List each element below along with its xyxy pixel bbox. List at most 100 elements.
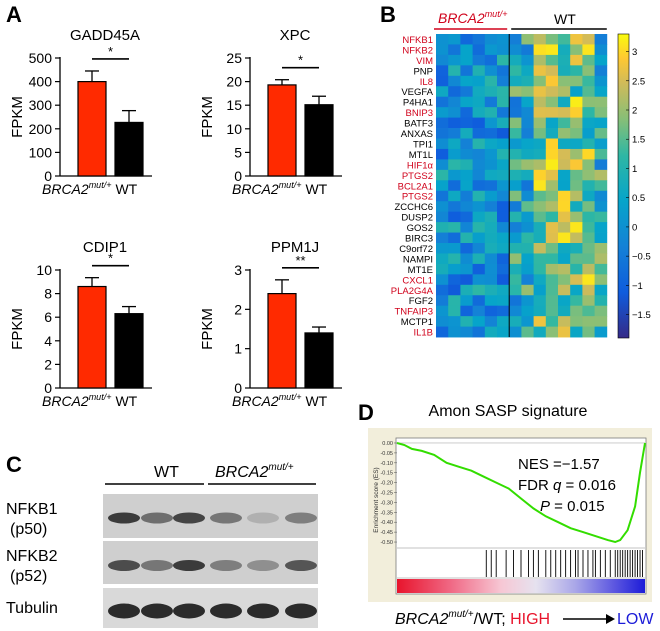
heatmap-cell [484, 169, 498, 181]
heatmap-cell [472, 65, 486, 77]
heatmap-cell [594, 65, 608, 77]
heatmap-cell [570, 180, 583, 192]
heatmap-cell [436, 284, 449, 296]
heatmap-cell [460, 263, 473, 275]
blot-band [108, 560, 140, 571]
heatmap-cell [509, 34, 522, 45]
heatmap-cell [436, 128, 449, 139]
heatmap-cell [533, 263, 547, 275]
heatmap-cell [594, 222, 608, 233]
heatmap-cell [497, 232, 510, 244]
heatmap-cell [594, 243, 608, 254]
y-tick-label: 1 [234, 341, 242, 357]
heatmap-cell [509, 295, 522, 307]
heatmap-cell [533, 222, 547, 233]
blot-band [210, 603, 242, 619]
heatmap-cell [472, 169, 486, 181]
heatmap-cell [594, 305, 608, 317]
heatmap-cell [545, 107, 559, 118]
heatmap-cell [594, 326, 608, 338]
heatmap-cell [582, 274, 595, 286]
heatmap-cell [436, 274, 449, 286]
heatmap-cell [582, 96, 595, 108]
heatmap-cell [497, 44, 510, 56]
heatmap-cell [570, 65, 583, 77]
heatmap-cell [558, 284, 571, 296]
heatmap-cell [594, 159, 608, 171]
chart-title: GADD45A [70, 27, 140, 44]
heatmap-cell [521, 201, 534, 213]
heatmap-cell [497, 180, 510, 192]
bar-chart-ppm1j: PPM1J 0 1 2 3 FPKM ** BRCA2mut/+ WT [199, 239, 342, 409]
heatmap-cell [448, 274, 461, 286]
heatmap-cell [521, 107, 534, 118]
y-tick-label: 20 [226, 74, 242, 90]
heatmap-cell [582, 138, 595, 150]
heatmap-cell [509, 138, 522, 150]
heatmap-cell [436, 326, 449, 338]
heatmap-cell [545, 284, 559, 296]
heatmap-cell [570, 107, 583, 118]
heatmap-cell [545, 54, 559, 66]
heatmap-cell [497, 243, 510, 254]
heatmap-cell [582, 128, 595, 139]
heatmap-cell [545, 44, 559, 56]
heatmap-cell [521, 34, 534, 45]
heatmap-cell [594, 86, 608, 98]
heatmap-cell [448, 128, 461, 139]
heatmap-cell [460, 243, 473, 254]
heatmap-cell [472, 107, 486, 118]
heatmap-cell [582, 148, 595, 160]
y-tick-label: 0 [234, 380, 242, 396]
heatmap-cell [545, 96, 559, 108]
heatmap-cell [533, 295, 547, 307]
heatmap-cell [436, 211, 449, 223]
heatmap-row-label: ZCCHC6 [394, 202, 433, 213]
heatmap-row-label: MT1L [409, 150, 433, 161]
heatmap-cell [533, 117, 547, 129]
heatmap-cell [558, 169, 571, 181]
heatmap-cell [533, 159, 547, 171]
heatmap-cell [436, 138, 449, 150]
heatmap-cell [436, 316, 449, 327]
heatmap-cell [545, 148, 559, 160]
heatmap-wt-label: WT [554, 11, 576, 27]
colorbar-tick-label: −0.5 [632, 252, 651, 263]
heatmap-cell [558, 75, 571, 87]
heatmap-cell [558, 65, 571, 77]
heatmap-cell [436, 222, 449, 233]
blot-band [247, 512, 279, 524]
heatmap-cell [558, 211, 571, 223]
heatmap-cell [460, 44, 473, 56]
heatmap-cell [558, 295, 571, 307]
heatmap-cell [533, 138, 547, 150]
heatmap-cell [521, 75, 534, 87]
colorbar-tick-label: 0 [632, 222, 637, 233]
heatmap-cell [448, 148, 461, 160]
heatmap-cell [497, 326, 510, 338]
heatmap-cell [521, 44, 534, 56]
heatmap-cell [570, 201, 583, 213]
blot-band [285, 512, 317, 524]
heatmap-cell [558, 44, 571, 56]
y-tick-label: 4 [44, 333, 52, 349]
heatmap-cell [582, 284, 595, 296]
heatmap-cell [545, 232, 559, 244]
gsea-rank-bar [397, 579, 645, 593]
heatmap-cell [558, 117, 571, 129]
heatmap-cell [497, 201, 510, 213]
chart-title: CDIP1 [83, 239, 127, 256]
heatmap-cell [484, 326, 498, 338]
heatmap-cell [460, 232, 473, 244]
heatmap-cell [570, 232, 583, 244]
heatmap-cell [558, 86, 571, 98]
heatmap-cell [582, 75, 595, 87]
heatmap-cell [436, 243, 449, 254]
heatmap-cell [460, 253, 473, 265]
heatmap-cell [497, 34, 510, 45]
heatmap-cell [533, 190, 547, 202]
heatmap-cell [570, 86, 583, 98]
heatmap-cell [484, 128, 498, 139]
heatmap-cell [570, 305, 583, 317]
heatmap-cell [484, 284, 498, 296]
